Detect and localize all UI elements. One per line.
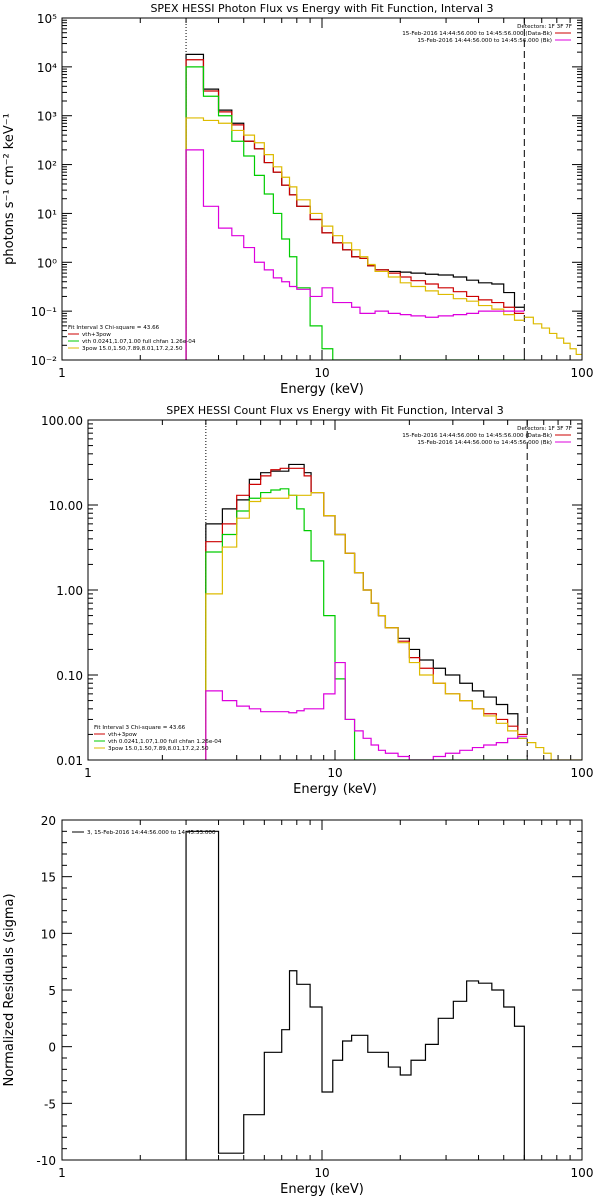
x-axis-label: Energy (keV) bbox=[280, 1182, 364, 1197]
series-observed-black bbox=[205, 463, 528, 760]
fit-legend-header: Fit Interval 3 Chi-square = 43.66 bbox=[94, 725, 186, 731]
plot-frame bbox=[61, 17, 583, 361]
fit-legend-entry: vth 0.0241,1.07,1.00 full chfan 1.26e-04 bbox=[82, 339, 196, 345]
x-tick-label: 1 bbox=[58, 366, 66, 380]
x-axis-label: Energy (keV) bbox=[280, 382, 364, 397]
y-tick-label: 10.00 bbox=[49, 499, 83, 513]
y-tick-label: 10³ bbox=[37, 110, 57, 124]
y-tick-label: 5 bbox=[48, 984, 56, 998]
series-power-law-yellow bbox=[205, 491, 528, 760]
series-residuals bbox=[185, 830, 525, 1160]
series-background-magenta bbox=[205, 661, 528, 760]
series-total-fit-red bbox=[205, 467, 528, 760]
y-tick-label: 15 bbox=[41, 871, 56, 885]
series-group bbox=[205, 463, 582, 760]
fit-legend-entry: vth+3pow bbox=[108, 732, 137, 738]
time-range-label: 15-Feb-2016 14:44:56.000 to 14:45:56.000… bbox=[402, 433, 552, 439]
x-tick-label: 10 bbox=[314, 366, 329, 380]
panel-3: 1 10 100 -10 -5 0 5 10 15 20 Energy (keV) Normalize… bbox=[2, 814, 593, 1197]
series-thermal-green bbox=[205, 488, 528, 760]
y-axis-label: Normalized Residuals (sigma) bbox=[2, 893, 17, 1086]
x-axis-label: Energy (keV) bbox=[293, 782, 377, 797]
series-group bbox=[185, 53, 582, 360]
y-tick-label: 10⁻² bbox=[31, 354, 58, 368]
fit-legend-header: Fit Interval 3 Chi-square = 43.66 bbox=[68, 325, 160, 331]
fit-legend-entry: vth 0.0241,1.07,1.00 full chfan 1.26e-04 bbox=[108, 739, 222, 745]
series-power-law-yellow-tail bbox=[527, 742, 582, 760]
plot-frame bbox=[61, 819, 583, 1161]
series-power-law-yellow-tail bbox=[524, 316, 582, 356]
x-tick-label: 100 bbox=[571, 766, 594, 780]
y-tick-label: 10² bbox=[37, 159, 57, 173]
y-tick-label: 0 bbox=[48, 1041, 56, 1055]
x-tick-label: 1 bbox=[84, 766, 92, 780]
x-tick-label: 10 bbox=[314, 1166, 329, 1180]
series-thermal-green bbox=[185, 66, 525, 360]
series-power-law-yellow bbox=[185, 117, 525, 360]
detectors-label: Detectors: 1F 3F 7F bbox=[517, 24, 572, 30]
residual-legend-label: 3, 15-Feb-2016 14:44:56.000 to 14:45:53.… bbox=[87, 830, 216, 836]
chart-title: SPEX HESSI Photon Flux vs Energy with Fi… bbox=[150, 2, 493, 15]
detectors-label: Detectors: 1F 3F 7F bbox=[517, 426, 572, 432]
y-tick-label: 10⁻¹ bbox=[31, 305, 58, 319]
y-tick-label: 1.00 bbox=[56, 584, 83, 598]
y-tick-label: -10 bbox=[36, 1154, 56, 1168]
x-tick-label: 10 bbox=[327, 766, 342, 780]
time-range-label: 15-Feb-2016 14:44:56.000 to 14:45:56.000… bbox=[402, 31, 552, 37]
fit-legend-entry: 3pow 15.0,1.50,7.89,8.01,17.2,2.50 bbox=[82, 346, 183, 352]
fit-legend-entry: 3pow 15.0,1.50,7.89,8.01,17.2,2.50 bbox=[108, 746, 209, 752]
y-tick-label: 0.10 bbox=[56, 669, 83, 683]
y-axis-label: photons s⁻¹ cm⁻² keV⁻¹ bbox=[2, 113, 17, 265]
plot-frame bbox=[87, 419, 583, 761]
y-tick-label: 10 bbox=[41, 927, 56, 941]
y-tick-label: 10⁵ bbox=[37, 12, 57, 26]
series-total-fit-red bbox=[185, 59, 525, 360]
time-range-label: 15-Feb-2016 14:44:56.000 to 14:45:56.000… bbox=[417, 38, 552, 44]
y-tick-label: 10⁴ bbox=[37, 61, 57, 75]
y-tick-label: -5 bbox=[44, 1097, 56, 1111]
x-tick-label: 100 bbox=[571, 366, 594, 380]
panel-1: SPEX HESSI Photon Flux vs Energy with Fi… bbox=[2, 2, 593, 397]
fit-legend-entry: vth+3pow bbox=[82, 332, 111, 338]
time-range-label: 15-Feb-2016 14:44:56.000 to 14:45:56.000… bbox=[417, 440, 552, 446]
x-tick-label: 1 bbox=[58, 1166, 66, 1180]
x-tick-label: 100 bbox=[571, 1166, 594, 1180]
y-tick-label: 0.01 bbox=[56, 754, 83, 768]
series-group bbox=[185, 830, 525, 1160]
y-tick-label: 100.00 bbox=[41, 414, 83, 428]
y-tick-label: 20 bbox=[41, 814, 56, 828]
chart-title: SPEX HESSI Count Flux vs Energy with Fit… bbox=[166, 404, 503, 417]
series-observed-black bbox=[185, 53, 525, 360]
series-background-magenta bbox=[185, 149, 525, 360]
panel-2: SPEX HESSI Count Flux vs Energy with Fit… bbox=[41, 404, 593, 797]
y-tick-label: 10⁰ bbox=[37, 256, 57, 270]
y-tick-label: 10¹ bbox=[37, 207, 57, 221]
